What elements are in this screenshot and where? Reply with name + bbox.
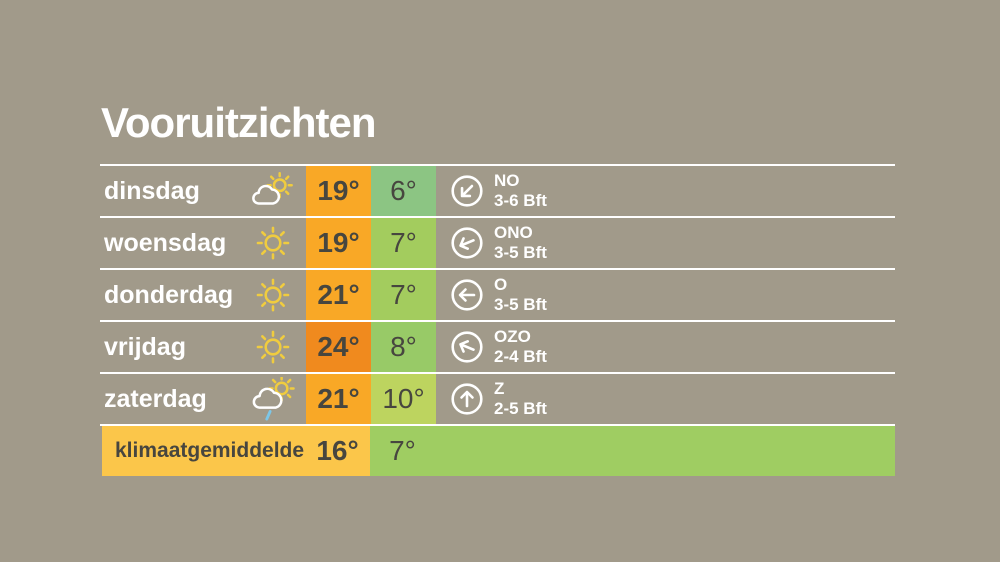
forecast-table: dinsdag 19° xyxy=(100,164,895,476)
min-temp-cell: 10° xyxy=(371,374,436,424)
wind-cell: NO 3-6 Bft xyxy=(436,166,895,216)
wind-direction-icon xyxy=(450,330,484,364)
max-temp-cell: 19° xyxy=(306,218,371,268)
day-label: vrijdag xyxy=(104,332,186,361)
wind-cell: ONO 3-5 Bft xyxy=(436,218,895,268)
sun-icon xyxy=(240,322,306,372)
wind-info: OZO 2-4 Bft xyxy=(494,327,547,367)
forecast-row-donderdag: donderdag 21° 7° xyxy=(100,268,895,320)
forecast-row-woensdag: woensdag 19° 7° xyxy=(100,216,895,268)
wind-info: Z 2-5 Bft xyxy=(494,379,547,419)
wind-direction-label: ONO xyxy=(494,223,533,242)
wind-cell: Z 2-5 Bft xyxy=(436,374,895,424)
page-title: Vooruitzichten xyxy=(101,99,377,146)
climate-average-label: klimaatgemiddelde xyxy=(115,439,305,462)
wind-force-label: 3-5 Bft xyxy=(494,243,547,262)
wind-direction-label: O xyxy=(494,275,508,294)
wind-direction-label: NO xyxy=(494,171,520,190)
sun-cloud-rain-icon xyxy=(240,374,306,424)
sun-icon xyxy=(240,270,306,320)
wind-direction-label: Z xyxy=(494,379,505,398)
day-label: zaterdag xyxy=(104,384,207,413)
climate-min-band: 7° xyxy=(370,426,895,476)
forecast-row-zaterdag: zaterdag xyxy=(100,372,895,424)
wind-direction-icon xyxy=(450,174,484,208)
sun-icon xyxy=(240,218,306,268)
wind-force-label: 3-5 Bft xyxy=(494,295,547,314)
day-label: donderdag xyxy=(104,280,234,309)
climate-average-row: klimaatgemiddelde 16° 7° xyxy=(100,424,895,476)
wind-direction-icon xyxy=(450,382,484,416)
min-temp-cell: 6° xyxy=(371,166,436,216)
forecast-row-dinsdag: dinsdag 19° xyxy=(100,164,895,216)
min-temp-cell: 7° xyxy=(371,270,436,320)
sun-behind-cloud-icon xyxy=(240,166,306,216)
max-temp-cell: 19° xyxy=(306,166,371,216)
wind-cell: OZO 2-4 Bft xyxy=(436,322,895,372)
min-temp-cell: 7° xyxy=(371,218,436,268)
max-temp-cell: 24° xyxy=(306,322,371,372)
wind-cell: O 3-5 Bft xyxy=(436,270,895,320)
day-label: dinsdag xyxy=(104,176,200,205)
climate-min-temp: 7° xyxy=(389,435,416,466)
wind-direction-icon xyxy=(450,226,484,260)
wind-force-label: 2-5 Bft xyxy=(494,399,547,418)
min-temp-cell: 8° xyxy=(371,322,436,372)
wind-info: NO 3-6 Bft xyxy=(494,171,547,211)
climate-max-temp: 16° xyxy=(316,435,359,466)
wind-force-label: 3-6 Bft xyxy=(494,191,547,210)
max-temp-cell: 21° xyxy=(306,374,371,424)
wind-force-label: 2-4 Bft xyxy=(494,347,547,366)
max-temp-cell: 21° xyxy=(306,270,371,320)
wind-info: ONO 3-5 Bft xyxy=(494,223,547,263)
wind-info: O 3-5 Bft xyxy=(494,275,547,315)
day-label: woensdag xyxy=(104,228,227,257)
wind-direction-icon xyxy=(450,278,484,312)
forecast-row-vrijdag: vrijdag 24° 8° xyxy=(100,320,895,372)
climate-max-band: klimaatgemiddelde 16° xyxy=(102,426,370,476)
wind-direction-label: OZO xyxy=(494,327,531,346)
